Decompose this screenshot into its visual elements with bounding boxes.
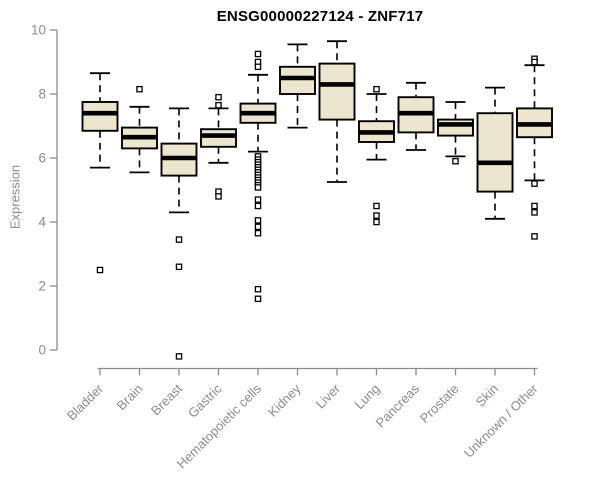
outlier-point — [254, 223, 262, 231]
outlier-point — [452, 157, 459, 165]
box — [318, 62, 356, 121]
x-tick-label: Lung — [352, 381, 383, 412]
outlier-point — [215, 193, 222, 200]
y-tick-label: 0 — [38, 343, 46, 358]
box — [437, 118, 474, 137]
outlier-point — [531, 233, 538, 240]
y-tick-label: 2 — [38, 279, 46, 294]
boxplot-lung — [358, 85, 395, 226]
x-tick-label: Bladder — [64, 381, 107, 424]
y-tick-label: 6 — [38, 151, 46, 166]
outlier-point — [373, 212, 380, 219]
boxplot-liver — [318, 40, 356, 183]
outlier-point — [254, 229, 262, 237]
x-tick-label: Liver — [313, 381, 344, 412]
outlier-point — [373, 218, 380, 226]
outlier-point — [254, 202, 262, 210]
outlier-point — [215, 93, 222, 101]
outlier-point — [254, 217, 262, 224]
outlier-point — [136, 85, 143, 93]
boxplot-pancreas — [397, 81, 435, 151]
y-tick-label: 8 — [38, 87, 46, 102]
x-tick-label: Breast — [148, 381, 185, 418]
boxplot-brain — [121, 85, 158, 174]
outlier-point — [254, 285, 262, 293]
box — [279, 65, 316, 95]
box — [476, 112, 514, 193]
outlier-point — [254, 63, 262, 71]
outlier-point — [531, 58, 538, 66]
x-tick-label: Unknown / Other — [461, 381, 541, 461]
x-tick-label: Prostate — [417, 381, 462, 426]
outlier-point — [254, 196, 262, 203]
outlier-point — [531, 209, 538, 216]
box — [200, 128, 237, 148]
x-tick-label: Skin — [473, 381, 501, 409]
outlier-point — [175, 353, 183, 360]
outlier-point — [254, 50, 262, 58]
y-tick-label: 4 — [38, 215, 46, 230]
x-tick-label: Kidney — [265, 381, 304, 420]
boxplot-unknown-other — [516, 55, 553, 240]
boxplot-hematopoietic-cells — [239, 50, 277, 303]
outlier-point — [215, 101, 222, 109]
outlier-point — [531, 202, 538, 210]
x-tick-label: Pancreas — [373, 381, 423, 431]
chart-title: ENSG00000227124 - ZNF717 — [216, 8, 424, 25]
x-tick-label: Brain — [114, 381, 146, 413]
y-tick-label: 10 — [31, 23, 46, 38]
outlier-point — [254, 295, 262, 303]
outlier-point — [531, 180, 538, 187]
outlier-point — [373, 85, 380, 93]
boxplot-prostate — [437, 101, 474, 165]
boxplot-bladder — [81, 72, 119, 274]
boxplot-breast — [160, 107, 198, 360]
outlier-point — [175, 236, 183, 243]
outlier-point — [373, 202, 380, 210]
box — [81, 101, 119, 132]
outlier-point — [175, 263, 183, 271]
y-axis: 0 2 4 6 8 10 — [31, 23, 58, 358]
boxplot-kidney — [279, 43, 316, 129]
boxplot-gastric — [200, 93, 237, 200]
outlier-point — [96, 266, 104, 274]
outlier-point — [254, 184, 262, 191]
boxplot-skin — [476, 86, 514, 220]
